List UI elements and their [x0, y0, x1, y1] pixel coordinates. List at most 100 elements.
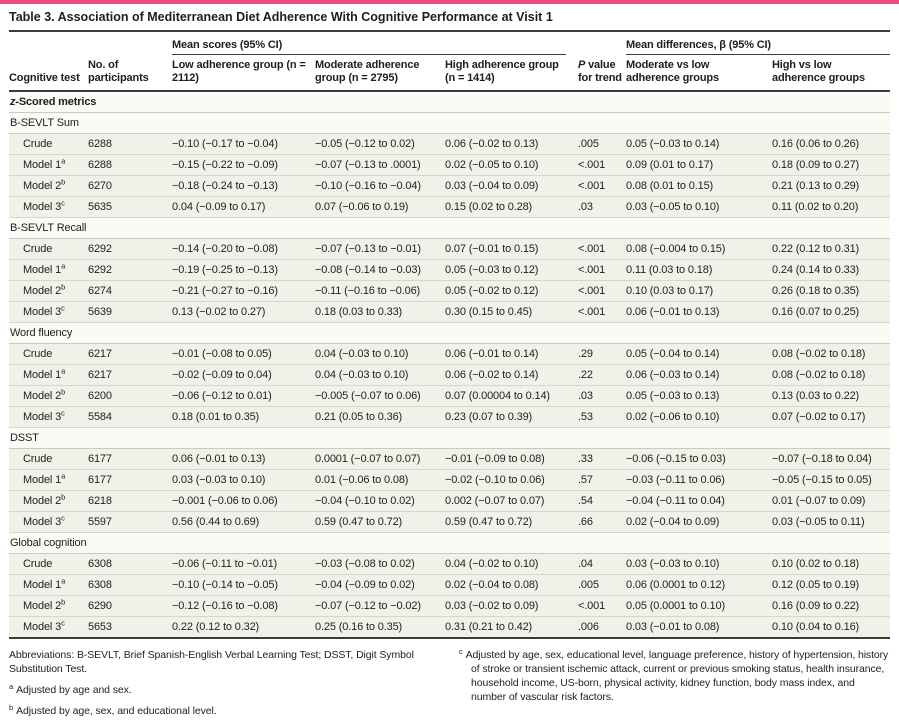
- cell-moderate: −0.04 (−0.10 to 0.02): [315, 490, 445, 512]
- cell-n: 5635: [88, 196, 172, 218]
- cell-high: 0.03 (−0.02 to 0.09): [445, 595, 578, 617]
- model-label: Crude: [9, 553, 88, 575]
- cell-moderate: −0.10 (−0.16 to −0.04): [315, 175, 445, 197]
- cell-mod_vs_low: 0.05 (−0.03 to 0.13): [626, 385, 772, 407]
- cell-mod_vs_low: 0.03 (−0.05 to 0.10): [626, 196, 772, 218]
- cell-high_vs_low: 0.10 (0.04 to 0.16): [772, 616, 891, 639]
- model-label: Model 1a: [9, 364, 88, 386]
- model-label: Model 2b: [9, 385, 88, 407]
- footnotes: Abbreviations: B-SEVLT, Brief Spanish-En…: [9, 646, 890, 723]
- cell-mod_vs_low: 0.08 (0.01 to 0.15): [626, 175, 772, 197]
- section-row: DSST: [9, 427, 891, 449]
- cell-high_vs_low: 0.13 (0.03 to 0.22): [772, 385, 891, 407]
- section-row: Word fluency: [9, 322, 891, 344]
- cell-mod_vs_low: −0.04 (−0.11 to 0.04): [626, 490, 772, 512]
- cell-p: .29: [578, 343, 626, 365]
- model-label: Model 2b: [9, 490, 88, 512]
- cell-low: −0.14 (−0.20 to −0.08): [172, 238, 315, 260]
- model-label: Crude: [9, 133, 88, 155]
- cell-high_vs_low: 0.22 (0.12 to 0.31): [772, 238, 891, 260]
- table-row: Crude 6288 −0.10 (−0.17 to −0.04) −0.05 (−0…: [9, 133, 891, 155]
- cell-low: −0.001 (−0.06 to 0.06): [172, 490, 315, 512]
- table-header: Mean scores (95% CI) Mean differences, β…: [9, 32, 891, 92]
- section-label: DSST: [9, 427, 891, 449]
- cell-high: 0.06 (−0.01 to 0.14): [445, 343, 578, 365]
- cell-p: .005: [578, 133, 626, 155]
- cell-n: 6290: [88, 595, 172, 617]
- cell-moderate: 0.59 (0.47 to 0.72): [315, 511, 445, 533]
- model-label: Model 1a: [9, 469, 88, 491]
- cell-moderate: −0.07 (−0.13 to .0001): [315, 154, 445, 176]
- cell-high_vs_low: 0.18 (0.09 to 0.27): [772, 154, 891, 176]
- cell-p: .04: [578, 553, 626, 575]
- cell-moderate: 0.25 (0.16 to 0.35): [315, 616, 445, 639]
- model-label: Model 2b: [9, 175, 88, 197]
- cell-p: .33: [578, 448, 626, 470]
- table-row: Model 2b 6218 −0.001 (−0.06 to 0.06) −0.04 …: [9, 490, 891, 512]
- cell-mod_vs_low: 0.06 (−0.01 to 0.13): [626, 301, 772, 323]
- cell-high: 0.06 (−0.02 to 0.14): [445, 364, 578, 386]
- cell-p: <.001: [578, 238, 626, 260]
- cell-moderate: −0.07 (−0.12 to −0.02): [315, 595, 445, 617]
- cell-p: <.001: [578, 301, 626, 323]
- cell-low: −0.01 (−0.08 to 0.05): [172, 343, 315, 365]
- model-label: Crude: [9, 448, 88, 470]
- col-header-cognitive-test: Cognitive test: [9, 55, 88, 92]
- table-row: Model 2b 6290 −0.12 (−0.16 to −0.08) −0.07 …: [9, 595, 891, 617]
- table-row: Model 1a 6217 −0.02 (−0.09 to 0.04) 0.04 (−…: [9, 364, 891, 386]
- cell-n: 5653: [88, 616, 172, 639]
- table-row: Model 1a 6288 −0.15 (−0.22 to −0.09) −0.07 …: [9, 154, 891, 176]
- footnote-c: c Adjusted by age, sex, educational level…: [459, 646, 889, 703]
- cell-p: <.001: [578, 175, 626, 197]
- cell-n: 6292: [88, 238, 172, 260]
- cell-p: .006: [578, 616, 626, 639]
- cell-low: −0.10 (−0.17 to −0.04): [172, 133, 315, 155]
- cell-n: 5584: [88, 406, 172, 428]
- table-row: Crude 6292 −0.14 (−0.20 to −0.08) −0.07 (−0…: [9, 238, 891, 260]
- table-row: Model 2b 6200 −0.06 (−0.12 to 0.01) −0.005 …: [9, 385, 891, 407]
- cell-p: <.001: [578, 280, 626, 302]
- col-header-high-vs-low: High vs low adherence groups: [772, 55, 891, 92]
- cell-high: 0.07 (0.00004 to 0.14): [445, 385, 578, 407]
- table-row: Model 3c 5597 0.56 (0.44 to 0.69) 0.59 (0.4…: [9, 511, 891, 533]
- col-header-participants: No. of participants: [88, 55, 172, 92]
- cell-moderate: 0.0001 (−0.07 to 0.07): [315, 448, 445, 470]
- cell-n: 6308: [88, 553, 172, 575]
- model-label: Model 3c: [9, 196, 88, 218]
- cell-low: −0.12 (−0.16 to −0.08): [172, 595, 315, 617]
- cell-low: 0.22 (0.12 to 0.32): [172, 616, 315, 639]
- section-label: B-SEVLT Sum: [9, 112, 891, 134]
- cell-high: 0.02 (−0.04 to 0.08): [445, 574, 578, 596]
- cell-high_vs_low: 0.16 (0.06 to 0.26): [772, 133, 891, 155]
- footnote-b: b Adjusted by age, sex, and educational l…: [9, 702, 217, 717]
- cell-high_vs_low: 0.08 (−0.02 to 0.18): [772, 343, 891, 365]
- cell-high_vs_low: 0.10 (0.02 to 0.18): [772, 553, 891, 575]
- col-header-moderate-vs-low: Moderate vs low adherence groups: [626, 55, 772, 92]
- cell-p: .03: [578, 385, 626, 407]
- cell-high: 0.23 (0.07 to 0.39): [445, 406, 578, 428]
- cell-high: 0.02 (−0.05 to 0.10): [445, 154, 578, 176]
- cell-moderate: −0.11 (−0.16 to −0.06): [315, 280, 445, 302]
- table-row: Model 3c 5635 0.04 (−0.09 to 0.17) 0.07 (−0…: [9, 196, 891, 218]
- cell-p: <.001: [578, 595, 626, 617]
- table-row: Crude 6217 −0.01 (−0.08 to 0.05) 0.04 (−0.0…: [9, 343, 891, 365]
- cell-n: 6288: [88, 133, 172, 155]
- cell-high: 0.03 (−0.04 to 0.09): [445, 175, 578, 197]
- cell-mod_vs_low: 0.11 (0.03 to 0.18): [626, 259, 772, 281]
- cell-high: 0.002 (−0.07 to 0.07): [445, 490, 578, 512]
- cell-high: 0.31 (0.21 to 0.42): [445, 616, 578, 639]
- cell-mod_vs_low: 0.09 (0.01 to 0.17): [626, 154, 772, 176]
- cell-n: 6217: [88, 343, 172, 365]
- cell-high_vs_low: 0.16 (0.09 to 0.22): [772, 595, 891, 617]
- cell-p: .57: [578, 469, 626, 491]
- cell-moderate: 0.21 (0.05 to 0.36): [315, 406, 445, 428]
- model-label: Model 3c: [9, 616, 88, 639]
- cell-mod_vs_low: −0.06 (−0.15 to 0.03): [626, 448, 772, 470]
- footnotes-right-column: c Adjusted by age, sex, educational level…: [459, 646, 890, 723]
- section-label: Word fluency: [9, 322, 891, 344]
- cell-high: −0.02 (−0.10 to 0.06): [445, 469, 578, 491]
- cell-high: 0.15 (0.02 to 0.28): [445, 196, 578, 218]
- cell-high_vs_low: 0.03 (−0.05 to 0.11): [772, 511, 891, 533]
- cell-high: 0.06 (−0.02 to 0.13): [445, 133, 578, 155]
